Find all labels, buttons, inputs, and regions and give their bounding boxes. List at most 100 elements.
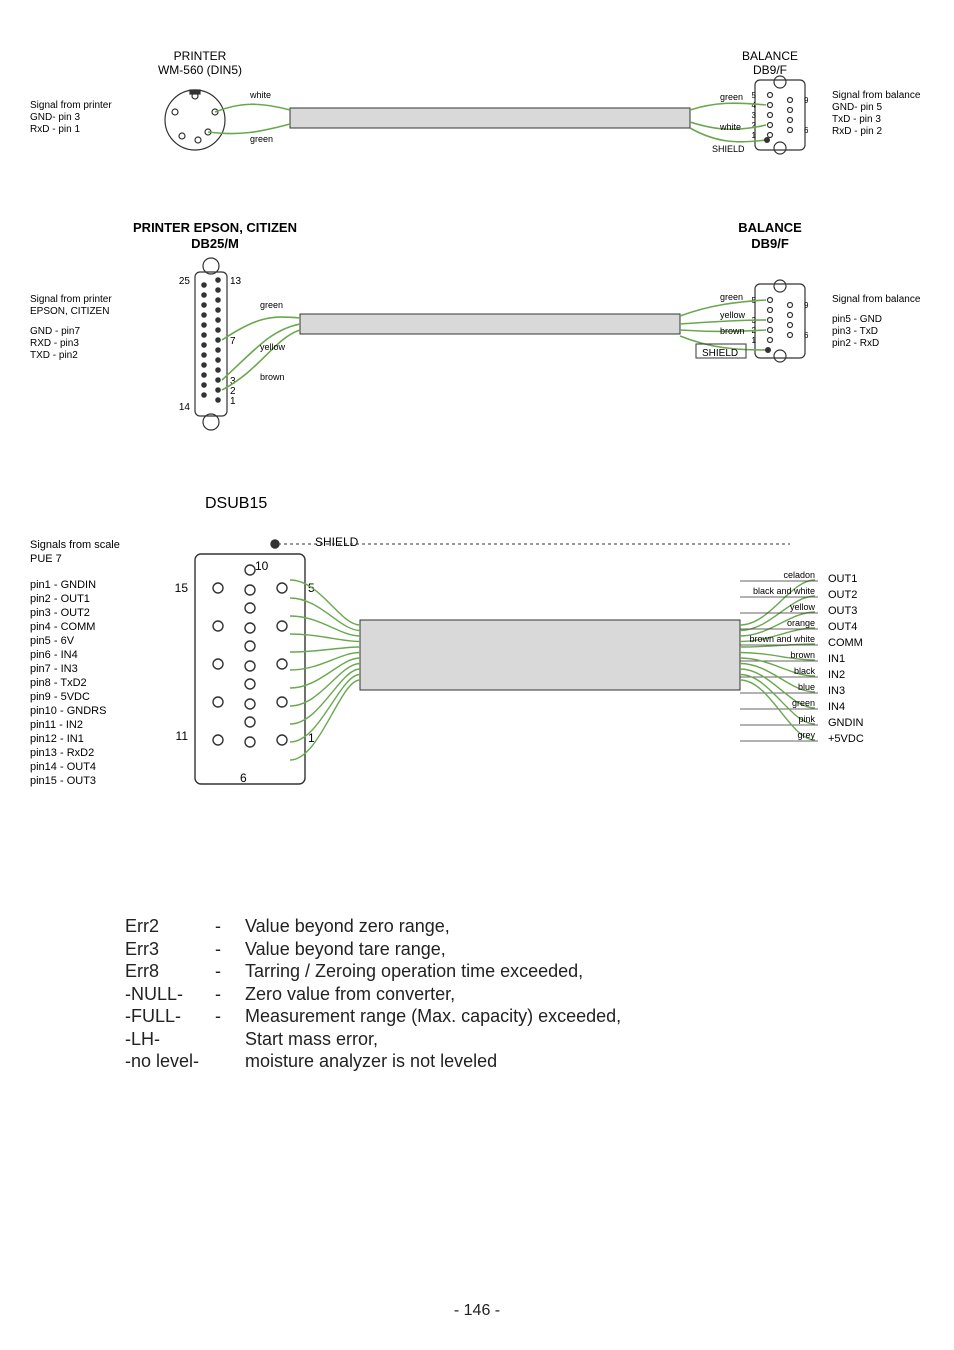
wire-signal-label: OUT1 xyxy=(828,573,857,585)
wire-signal-label: IN4 xyxy=(828,701,845,713)
error-desc: moisture analyzer is not leveled xyxy=(245,1050,497,1073)
wire-color-label: brown and white xyxy=(749,634,815,644)
diagram-printer-epson: PRINTER EPSON, CITIZEN DB25/M BALANCE DB… xyxy=(0,210,954,440)
svg-text:14: 14 xyxy=(179,402,191,413)
svg-text:pin3 - TxD: pin3 - TxD xyxy=(832,326,878,337)
d1-right-rxd: RxD - pin 2 xyxy=(832,126,882,137)
svg-text:SHIELD: SHIELD xyxy=(702,348,738,359)
page-number: - 146 - xyxy=(0,1302,954,1320)
error-desc: Tarring / Zeroing operation time exceede… xyxy=(245,960,583,983)
d3-pinlabel: pin14 - OUT4 xyxy=(30,761,96,773)
din5-connector-icon xyxy=(165,90,225,150)
d3-pinlabel: pin1 - GNDIN xyxy=(30,579,96,591)
d1-right-title: Signal from balance xyxy=(832,90,921,101)
svg-text:15: 15 xyxy=(175,581,189,595)
svg-text:white: white xyxy=(719,122,741,132)
svg-text:brown: brown xyxy=(720,326,745,336)
svg-text:1: 1 xyxy=(752,131,757,140)
wire-signal-label: +5VDC xyxy=(828,733,864,745)
svg-text:BALANCE: BALANCE xyxy=(738,220,802,235)
svg-text:pin2 - RxD: pin2 - RxD xyxy=(832,338,879,349)
dsub15-connector-icon xyxy=(195,540,305,784)
svg-text:Signal from balance: Signal from balance xyxy=(832,294,921,305)
wire-signal-label: IN2 xyxy=(828,669,845,681)
svg-text:RXD - pin3: RXD - pin3 xyxy=(30,338,79,349)
d3-pinlabel: pin7 - IN3 xyxy=(30,663,78,675)
diagram-printer-wm560: PRINTER WM-560 (DIN5) BALANCE DB9/F Sign… xyxy=(0,40,954,210)
error-dash: - xyxy=(215,1005,245,1028)
wire-color-label: brown xyxy=(790,650,815,660)
error-code: -LH- xyxy=(125,1028,215,1051)
svg-text:13: 13 xyxy=(230,276,242,287)
svg-text:7: 7 xyxy=(230,336,236,347)
error-code: Err3 xyxy=(125,938,215,961)
d3-pinlabel: pin6 - IN4 xyxy=(30,649,78,661)
d3-pinlabel: pin2 - OUT1 xyxy=(30,593,90,605)
wire-signal-label: OUT4 xyxy=(828,621,857,633)
d3-pinlabel: pin9 - 5VDC xyxy=(30,691,90,703)
cable-bundle-icon xyxy=(290,108,690,128)
d3-pinlabel: pin3 - OUT2 xyxy=(30,607,90,619)
error-dash xyxy=(215,1028,245,1051)
svg-text:white: white xyxy=(249,90,271,100)
svg-text:1: 1 xyxy=(752,336,757,345)
svg-text:Signals from scale: Signals from scale xyxy=(30,539,120,551)
d3-pinlabel: pin5 - 6V xyxy=(30,635,75,647)
error-row: -NULL--Zero value from converter, xyxy=(125,983,621,1006)
error-row: Err2-Value beyond zero range, xyxy=(125,915,621,938)
svg-text:25: 25 xyxy=(179,276,191,287)
svg-text:6: 6 xyxy=(240,771,247,785)
wire-color-label: green xyxy=(792,698,815,708)
svg-text:SHIELD: SHIELD xyxy=(315,535,359,549)
svg-text:green: green xyxy=(720,292,743,302)
d3-pinlabel: pin15 - OUT3 xyxy=(30,775,96,787)
d3-pinlabel: pin10 - GNDRS xyxy=(30,705,106,717)
error-row: Err8-Tarring / Zeroing operation time ex… xyxy=(125,960,621,983)
svg-text:Signal from printer: Signal from printer xyxy=(30,294,112,305)
svg-text:6: 6 xyxy=(804,126,809,135)
svg-text:DSUB15: DSUB15 xyxy=(205,495,267,512)
svg-text:1: 1 xyxy=(230,396,236,407)
wire-color-label: grey xyxy=(797,730,815,740)
d3-pinlabel: pin4 - COMM xyxy=(30,621,95,633)
wire-color-label: black and white xyxy=(753,586,815,596)
svg-text:11: 11 xyxy=(176,729,189,743)
svg-text:5: 5 xyxy=(752,91,757,100)
error-desc: Measurement range (Max. capacity) exceed… xyxy=(245,1005,621,1028)
error-row: -FULL--Measurement range (Max. capacity)… xyxy=(125,1005,621,1028)
error-code: -NULL- xyxy=(125,983,215,1006)
error-dash: - xyxy=(215,938,245,961)
svg-text:4: 4 xyxy=(752,101,757,110)
svg-text:9: 9 xyxy=(804,301,809,310)
svg-text:yellow: yellow xyxy=(720,310,746,320)
svg-text:yellow: yellow xyxy=(260,342,286,352)
svg-text:PUE 7: PUE 7 xyxy=(30,553,62,565)
diagram-dsub15: DSUB15 Signals from scale PUE 7 pin1 - G… xyxy=(0,480,954,820)
svg-text:2: 2 xyxy=(752,121,757,130)
d1-right-gnd: GND- pin 5 xyxy=(832,102,882,113)
d1-right-txd: TxD - pin 3 xyxy=(832,114,881,125)
d1-printer-title1: PRINTER xyxy=(174,49,227,63)
d3-pinlabel: pin11 - IN2 xyxy=(30,719,83,731)
d1-printer-title2: WM-560 (DIN5) xyxy=(158,63,242,77)
error-code: Err2 xyxy=(125,915,215,938)
error-desc: Value beyond zero range, xyxy=(245,915,450,938)
wire-signal-label: OUT3 xyxy=(828,605,857,617)
wire-signal-label: IN3 xyxy=(828,685,845,697)
error-dash: - xyxy=(215,983,245,1006)
wire-color-label: pink xyxy=(798,714,815,724)
d1-balance-title1: BALANCE xyxy=(742,49,798,63)
svg-text:green: green xyxy=(250,134,273,144)
db25m-connector-icon xyxy=(195,258,227,430)
wire-color-label: black xyxy=(794,666,816,676)
error-desc: Start mass error, xyxy=(245,1028,378,1051)
error-desc: Value beyond tare range, xyxy=(245,938,446,961)
wire-color-label: blue xyxy=(798,682,815,692)
wire-signal-label: GNDIN xyxy=(828,717,864,729)
svg-text:DB9/F: DB9/F xyxy=(751,236,789,251)
d1-left-rxd: RxD - pin 1 xyxy=(30,124,80,135)
error-row: -no level-moisture analyzer is not level… xyxy=(125,1050,621,1073)
svg-text:GND - pin7: GND - pin7 xyxy=(30,326,80,337)
svg-text:green: green xyxy=(720,92,743,102)
svg-text:pin5 - GND: pin5 - GND xyxy=(832,314,882,325)
